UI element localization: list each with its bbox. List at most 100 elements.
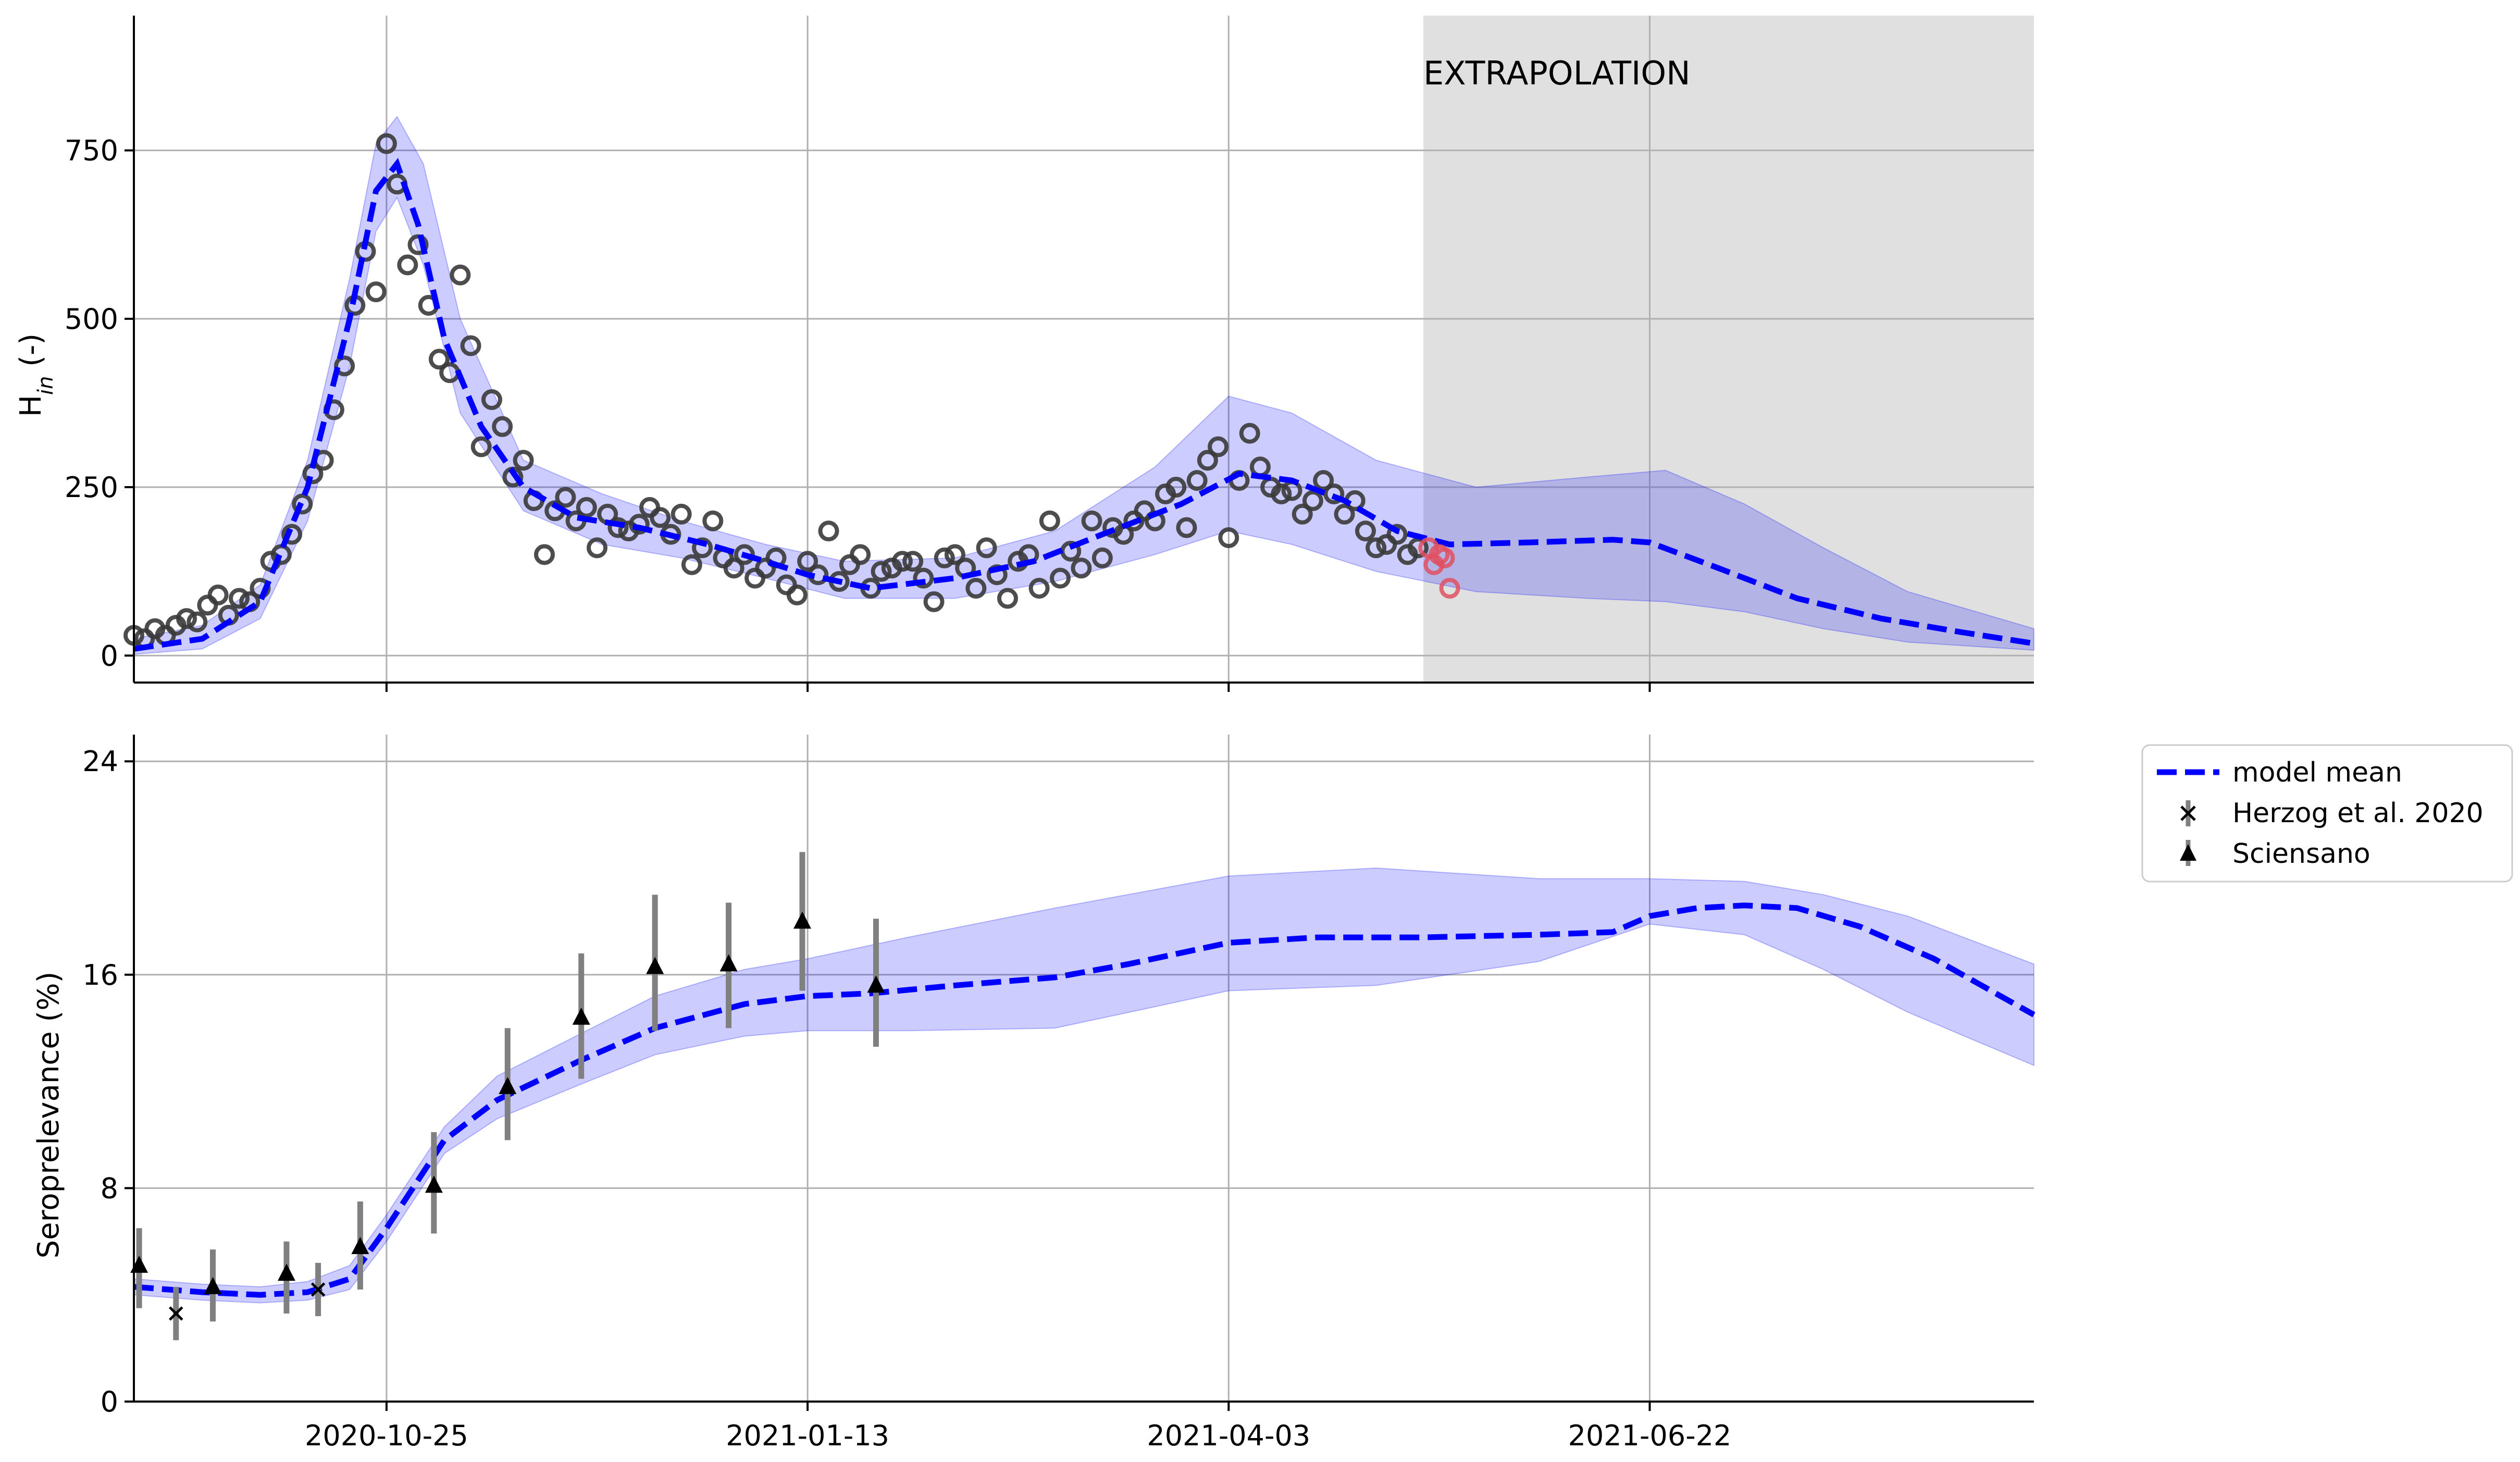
observed-point: [365, 281, 387, 303]
observed-point: [965, 577, 987, 599]
sciensano-point: [204, 1277, 222, 1294]
sciensano-point: [499, 1076, 517, 1094]
extrapolation-annotation: EXTRAPOLATION: [1423, 54, 1691, 92]
observed-point: [944, 544, 965, 565]
observed-point: [628, 514, 650, 535]
observed-point: [1028, 577, 1050, 599]
top-axes: 0 250 500 750: [65, 16, 2034, 692]
observed-point: [1334, 503, 1355, 525]
top-grid: [134, 16, 2034, 683]
observed-point: [513, 450, 534, 471]
sciensano-point: [867, 975, 885, 993]
observed-point: [913, 567, 934, 589]
observed-point: [692, 537, 713, 559]
observed-point: [702, 510, 724, 531]
observed-point: [576, 497, 597, 518]
observed-point: [1292, 503, 1313, 525]
observed-point: [1197, 450, 1218, 471]
x-tick-label: 2021-01-13: [726, 1419, 889, 1452]
observed-point: [1313, 470, 1334, 491]
top-panel: 0 250 500 750 EXTRAPOLATION Hin (-): [14, 16, 2034, 692]
observed-point: [723, 557, 744, 579]
observed-point: [376, 133, 397, 154]
legend-sciensano-swatch: [2180, 840, 2196, 866]
top-extrapolated-points: [1418, 537, 1460, 599]
top-model-mean-line: [133, 158, 2034, 652]
x-tick-label: 2021-06-22: [1568, 1419, 1732, 1452]
observed-point: [1071, 557, 1092, 579]
observed-point: [786, 584, 808, 605]
bottom-y-axis-label: Seroprelevance (%): [32, 972, 66, 1259]
observed-point: [1302, 490, 1323, 511]
observed-point: [797, 551, 818, 572]
herzog-point: [311, 1282, 326, 1297]
sciensano-point: [277, 1263, 295, 1281]
sciensano-point: [572, 1007, 590, 1025]
observed-point: [1050, 567, 1071, 589]
observed-point: [891, 551, 913, 572]
extrapolated-point: [1434, 547, 1455, 568]
observed-point: [587, 537, 608, 559]
sciensano-point: [425, 1175, 443, 1193]
observed-point: [902, 551, 924, 572]
observed-point: [555, 487, 576, 508]
bottom-confidence-band: [133, 867, 2034, 1304]
observed-point: [397, 254, 418, 276]
observed-point: [176, 608, 197, 629]
y-tick-label: 0: [101, 1385, 118, 1418]
top-y-axis-label: Hin (-): [14, 333, 58, 417]
bottom-panel: 0 8 16 24 2020-10-25 2021-01-13 2021-04-03 2021…: [32, 735, 2035, 1452]
observed-point: [1218, 527, 1239, 549]
observed-point: [1176, 517, 1197, 538]
observed-point: [934, 547, 955, 568]
observed-point: [450, 264, 471, 286]
observed-point: [871, 561, 892, 582]
observed-point: [976, 537, 997, 559]
sciensano-point: [646, 957, 664, 974]
observed-point: [1208, 436, 1229, 457]
observed-point: [428, 349, 450, 370]
bottom-axes: 0 8 16 24 2020-10-25 2021-01-13 2021-04-03 2021…: [82, 735, 2034, 1452]
sciensano-point: [793, 911, 812, 929]
bottom-grid: [134, 735, 2034, 1403]
observed-point: [1365, 537, 1387, 559]
y-tick-label: 8: [101, 1172, 118, 1205]
observed-point: [460, 335, 481, 356]
observed-point: [1039, 510, 1060, 531]
legend-herzog-label: Herzog et al. 2020: [2232, 798, 2484, 829]
y-tick-label: 0: [101, 639, 118, 672]
observed-point: [607, 517, 629, 538]
observed-point: [281, 524, 303, 545]
observed-point: [1091, 547, 1113, 568]
observed-point: [481, 389, 502, 410]
legend-sciensano-label: Sciensano: [2232, 838, 2370, 870]
y-tick-label: 500: [65, 303, 118, 336]
y-tick-label: 24: [82, 745, 118, 778]
observed-point: [207, 584, 229, 605]
observed-point: [671, 503, 692, 525]
observed-point: [229, 588, 250, 609]
x-tick-label: 2021-04-03: [1147, 1419, 1310, 1452]
sciensano-points: [130, 852, 885, 1322]
bottom-model-mean-line: [133, 902, 2035, 1298]
observed-point: [492, 416, 513, 437]
observed-point: [1239, 423, 1260, 444]
observed-point: [1081, 510, 1102, 531]
legend-herzog-swatch: [2180, 800, 2196, 826]
observed-point: [1408, 537, 1429, 559]
observed-point: [533, 544, 555, 565]
observed-point: [1165, 477, 1187, 498]
observed-point: [734, 544, 755, 565]
observed-point: [850, 544, 871, 565]
observed-point: [1386, 524, 1408, 545]
legend-box: [2141, 744, 2513, 883]
legend-model-mean-label: model mean: [2232, 757, 2402, 788]
y-tick-label: 250: [65, 471, 118, 504]
observed-point: [334, 355, 355, 377]
observed-point: [292, 493, 313, 515]
observed-point: [681, 554, 702, 575]
herzog-point: [169, 1306, 183, 1321]
observed-point: [470, 436, 492, 457]
x-tick-label: 2020-10-25: [305, 1419, 468, 1452]
